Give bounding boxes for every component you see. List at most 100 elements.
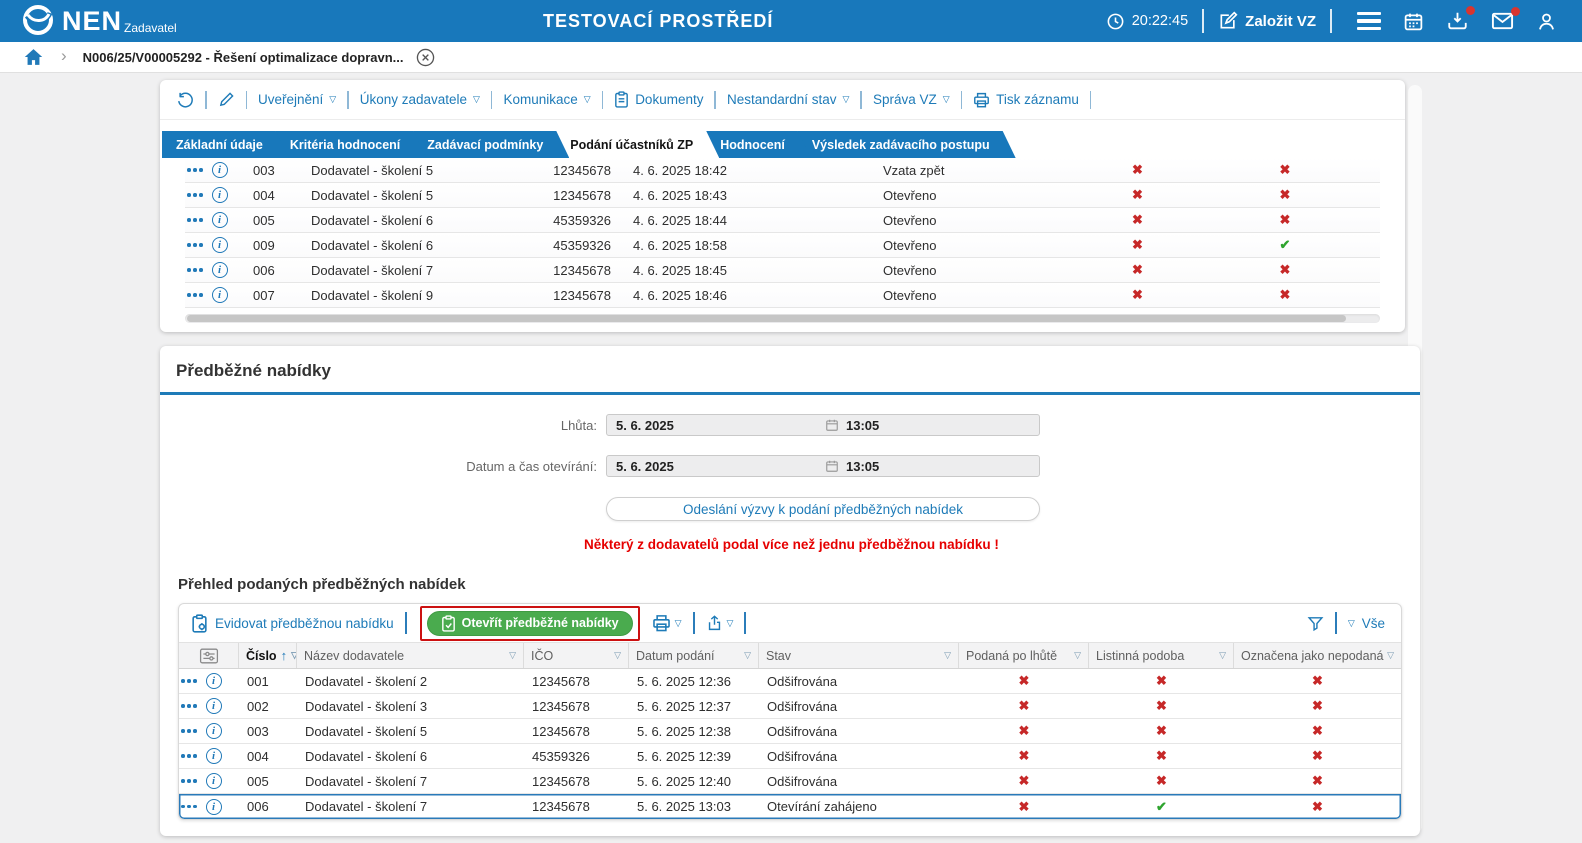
menu-ukony-zadavatele[interactable]: Úkony zadavatele ▽ (360, 92, 480, 107)
calendar-icon[interactable] (825, 418, 839, 432)
menu-nestandardni-stav[interactable]: Nestandardní stav ▽ (727, 92, 849, 107)
tab-zakladni-udaje[interactable]: Základní údaje (162, 131, 289, 158)
header-listinna-podoba[interactable]: Listinná podoba ▽ (1089, 643, 1234, 668)
calendar-button[interactable] (1403, 11, 1424, 32)
home-button[interactable] (24, 48, 43, 66)
table-row[interactable]: 006 Dodavatel - školení 7 12345678 4. 6.… (185, 258, 1380, 283)
opening-field[interactable]: 5. 6. 2025 13:05 (606, 455, 1040, 477)
refresh-button[interactable] (176, 91, 194, 109)
deadline-field[interactable]: 5. 6. 2025 13:05 (606, 414, 1040, 436)
info-icon[interactable] (212, 162, 228, 178)
header-stav[interactable]: Stav ▽ (759, 643, 959, 668)
header-datum-podani[interactable]: Datum podání ▽ (629, 643, 759, 668)
table-row[interactable]: 005 Dodavatel - školení 6 45359326 4. 6.… (185, 208, 1380, 233)
close-record-button[interactable] (416, 48, 435, 67)
info-icon[interactable] (206, 723, 222, 739)
messages-button[interactable] (1491, 11, 1514, 31)
opening-date-value[interactable]: 5. 6. 2025 (607, 459, 825, 474)
print-table-button[interactable]: ▽ (652, 614, 682, 632)
tab-zadavaci-podminky[interactable]: Zadávací podmínky (413, 131, 569, 158)
register-offer-button[interactable]: Evidovat předběžnou nabídku (191, 614, 394, 633)
preliminary-offers-card: Předběžné nabídky Lhůta: 5. 6. 2025 13:0… (160, 346, 1420, 836)
info-icon[interactable] (206, 799, 222, 815)
calendar-icon[interactable] (825, 459, 839, 473)
row-actions-icon[interactable] (181, 750, 197, 762)
menu-komunikace[interactable]: Komunikace ▽ (503, 92, 590, 107)
breadcrumb: › N006/25/V00005292 - Řešení optimalizac… (0, 42, 1582, 73)
create-vz-button[interactable]: Založit VZ (1218, 11, 1316, 31)
edit-record-button[interactable] (218, 91, 235, 108)
cell-date: 5. 6. 2025 12:37 (629, 699, 759, 714)
row-actions-icon[interactable] (181, 700, 197, 712)
header-cislo[interactable]: Číslo ↑ ▽ (239, 643, 297, 668)
table-row[interactable]: 002 Dodavatel - školení 3 12345678 5. 6.… (179, 694, 1401, 719)
divider (1335, 612, 1337, 634)
header-nazev-dodavatele[interactable]: Název dodavatele ▽ (297, 643, 524, 668)
cell-status: Vzata zpět (875, 163, 1065, 178)
row-actions-icon[interactable] (181, 801, 197, 813)
row-actions-icon[interactable] (181, 775, 197, 787)
nen-logo[interactable]: NEN Zadavatel (20, 2, 177, 40)
tab-kriteria-hodnoceni[interactable]: Kritéria hodnocení (276, 131, 426, 158)
main-menu-button[interactable] (1357, 12, 1381, 31)
row-actions-icon[interactable] (187, 189, 203, 201)
table-row-selected[interactable]: 006 Dodavatel - školení 7 12345678 5. 6.… (179, 794, 1401, 819)
cell-supplier: Dodavatel - školení 9 (303, 288, 530, 303)
send-call-button[interactable]: Odeslání výzvy k podání předběžných nabí… (606, 497, 1040, 521)
info-icon[interactable] (212, 187, 228, 203)
table-row[interactable]: 004 Dodavatel - školení 5 12345678 4. 6.… (185, 183, 1380, 208)
deadline-date-value[interactable]: 5. 6. 2025 (607, 418, 825, 433)
export-button[interactable]: ▽ (706, 614, 734, 632)
open-offers-button[interactable]: Otevřít předběžné nabídky (427, 611, 633, 636)
cell-date: 4. 6. 2025 18:46 (625, 288, 875, 303)
inbox-button[interactable] (1446, 10, 1469, 32)
chevron-down-icon: ▽ (1387, 651, 1394, 660)
column-settings-button[interactable] (179, 643, 239, 668)
info-icon[interactable] (206, 773, 222, 789)
table-row[interactable]: 003 Dodavatel - školení 5 12345678 5. 6.… (179, 719, 1401, 744)
opening-time-value[interactable]: 13:05 (846, 459, 879, 474)
menu-uverejneni[interactable]: Uveřejnění ▽ (258, 92, 336, 107)
tab-podani-ucastniku-zp[interactable]: Podání účastníků ZP (556, 131, 719, 158)
filter-all-selector[interactable]: ▽ Vše (1348, 616, 1389, 631)
table-row[interactable]: 003 Dodavatel - školení 5 12345678 4. 6.… (185, 158, 1380, 183)
menu-dokumenty[interactable]: Dokumenty (614, 91, 703, 108)
horizontal-scrollbar[interactable] (185, 314, 1380, 323)
table-row[interactable]: 009 Dodavatel - školení 6 45359326 4. 6.… (185, 233, 1380, 258)
chevron-down-icon: ▽ (1074, 651, 1081, 660)
cell-ico: 12345678 (524, 699, 629, 714)
offers-table-header: Číslo ↑ ▽ Název dodavatele ▽ IČO ▽ Datum… (179, 642, 1401, 669)
row-actions-icon[interactable] (187, 289, 203, 301)
header-ico[interactable]: IČO ▽ (524, 643, 629, 668)
tab-hodnoceni[interactable]: Hodnocení (706, 131, 811, 158)
info-icon[interactable] (212, 212, 228, 228)
info-icon[interactable] (206, 698, 222, 714)
menu-sprava-vz[interactable]: Správa VZ ▽ (873, 92, 950, 107)
tab-vysledek-zadavaciho-postupu[interactable]: Výsledek zadávacího postupu (798, 131, 1016, 158)
row-actions-icon[interactable] (187, 239, 203, 251)
row-actions-icon[interactable] (181, 725, 197, 737)
row-actions-icon[interactable] (187, 214, 203, 226)
header-podana-po-lhute[interactable]: Podaná po lhůtě ▽ (959, 643, 1089, 668)
table-row[interactable]: 004 Dodavatel - školení 6 45359326 5. 6.… (179, 744, 1401, 769)
breadcrumb-item[interactable]: N006/25/V00005292 - Řešení optimalizace … (83, 50, 404, 65)
header-oznacena-jako-nepodana[interactable]: Označena jako nepodaná ▽ (1234, 643, 1401, 668)
cell-ico: 12345678 (530, 163, 625, 178)
info-icon[interactable] (212, 237, 228, 253)
row-actions-icon[interactable] (187, 164, 203, 176)
table-row[interactable]: 007 Dodavatel - školení 9 12345678 4. 6.… (185, 283, 1380, 308)
profile-button[interactable] (1536, 11, 1557, 32)
row-actions-icon[interactable] (181, 675, 197, 687)
deadline-time-value[interactable]: 13:05 (846, 418, 879, 433)
print-record-button[interactable]: Tisk záznamu (973, 92, 1079, 108)
table-row[interactable]: 005 Dodavatel - školení 7 12345678 5. 6.… (179, 769, 1401, 794)
info-icon[interactable] (206, 673, 222, 689)
info-icon[interactable] (206, 748, 222, 764)
row-actions-icon[interactable] (187, 264, 203, 276)
info-icon[interactable] (212, 262, 228, 278)
table-row[interactable]: 001 Dodavatel - školení 2 12345678 5. 6.… (179, 669, 1401, 694)
scrollbar-thumb[interactable] (187, 315, 1346, 322)
cell-supplier: Dodavatel - školení 7 (303, 263, 530, 278)
filter-button[interactable] (1307, 615, 1324, 632)
info-icon[interactable] (212, 287, 228, 303)
